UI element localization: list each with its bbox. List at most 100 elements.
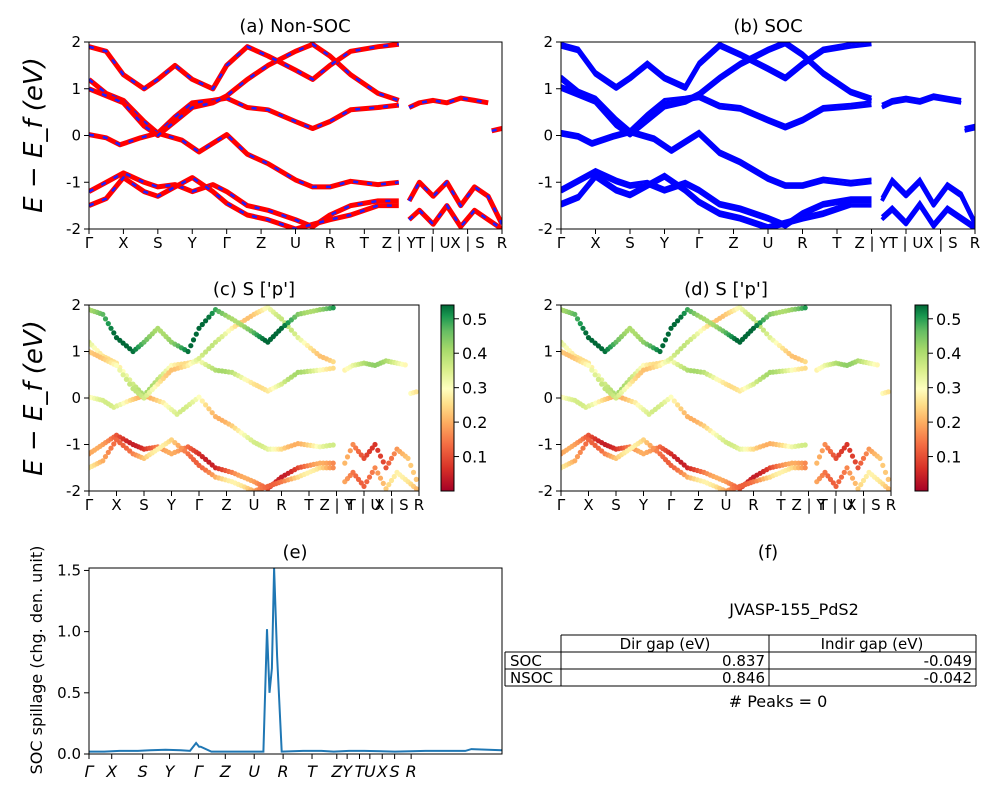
projection-point (105, 449, 111, 455)
panel-d-ytick-label: -2 (538, 482, 553, 500)
projection-point (123, 376, 129, 382)
projection-point (344, 454, 351, 460)
projection-point (855, 465, 861, 471)
panel-e-ylabel: SOC spillage (chg. den. unit) (27, 546, 46, 775)
panel-a-xtick-label: R (497, 234, 507, 252)
panel-d-points (561, 305, 891, 491)
projection-point (330, 359, 336, 365)
projection-point (885, 476, 891, 482)
panel-a-xtick-label: T | U (415, 234, 451, 252)
panel-b-title: (b) SOC (733, 16, 802, 37)
panel-e-xtick-label: S (390, 762, 400, 781)
panel-b-xtick-label: S (625, 234, 635, 252)
projection-point (836, 479, 842, 485)
table-cell: -0.042 (924, 669, 972, 687)
panel-d-title: (d) S ['p'] (684, 279, 768, 300)
projection-point (383, 465, 389, 471)
projection-point (342, 460, 348, 466)
panel-a-xtick-label: Z (256, 234, 266, 252)
projection-point (372, 465, 378, 471)
projection-point (660, 343, 666, 349)
panel-a-xtick-label: R (325, 234, 335, 252)
projection-point (330, 305, 336, 311)
projection-point (388, 477, 395, 484)
projection-point (364, 452, 370, 458)
nonsoc-band-dash (408, 180, 502, 225)
projection-point (350, 469, 356, 475)
nonsoc-band-dash (491, 127, 502, 133)
soc-band-line-split (964, 123, 975, 130)
projection-point (413, 389, 419, 395)
panel-d-ytick-label: -1 (538, 436, 553, 454)
projection-point (388, 455, 395, 461)
panel-c-xtick-label: Z (221, 496, 231, 514)
projection-point (678, 406, 684, 412)
colorbar-tick-label: 0.4 (462, 344, 487, 363)
panel-d-xtick-label: X (583, 496, 593, 514)
projection-point (405, 455, 411, 461)
projection-point (190, 337, 197, 343)
panel-d-xtick-label: Γ (667, 496, 676, 514)
projection-point (375, 447, 381, 453)
projection-point (836, 452, 842, 458)
panel-e-spillage-plot: 0.00.51.01.5Γ X S Y Γ Z U R T Z Y T U X S R (57, 561, 503, 781)
panel-b-xtick-label: Z | Y (854, 234, 889, 252)
projection-point (292, 331, 298, 337)
panel-f-title: (f) (758, 542, 778, 563)
projection-point (366, 474, 373, 480)
panel-c-xtick-label: R (414, 496, 424, 514)
soc-band-line-split (561, 42, 872, 88)
soc-band-line (561, 170, 872, 229)
panel-c-ytick-label: 0 (71, 389, 81, 407)
projection-point (668, 394, 674, 400)
panel-c-xtick-label: T (303, 496, 314, 514)
panel-e-xtick-label: R (406, 762, 417, 781)
panel-b-bands (561, 42, 975, 229)
panel-e-ytick-label: 0.5 (57, 684, 81, 702)
projection-point (108, 325, 114, 331)
panel-a-bands (89, 42, 502, 229)
projection-point (662, 337, 669, 343)
projection-point (863, 451, 869, 457)
panel-c-title: (c) S ['p'] (213, 279, 295, 300)
projection-point (100, 311, 106, 317)
panel-e-xtick-label: Y (165, 762, 176, 781)
panel-e-xtick-label: U (248, 762, 260, 781)
panel-b-xtick-label: U (763, 234, 774, 252)
projection-point (802, 359, 808, 365)
projection-point (822, 441, 828, 448)
projection-point (841, 469, 847, 475)
panel-e-xtick-label: Z (330, 762, 343, 781)
projection-point (193, 331, 199, 337)
panel-d-xtick-label: Z | Y (791, 496, 826, 514)
projection-point (408, 462, 414, 468)
projection-point (877, 455, 883, 461)
panel-c-xtick-label: T | U (346, 496, 382, 514)
nonsoc-band-dash (89, 42, 400, 138)
soc-band-line (964, 126, 975, 133)
panel-a-ytick-label: 1 (71, 80, 81, 98)
colorbar-tick-label: 0.4 (936, 344, 961, 363)
projection-point (858, 482, 864, 488)
projection-point (199, 321, 205, 328)
nonsoc-band-line (408, 95, 489, 110)
projection-point (372, 441, 378, 448)
projection-point (681, 310, 687, 316)
projection-point (657, 348, 663, 355)
colorbar-tick-label: 0.3 (936, 379, 961, 398)
panel-e-ytick-label: 1.0 (57, 623, 81, 641)
projection-point (120, 372, 126, 378)
table-title: JVASP-155_PdS2 (728, 600, 859, 620)
projection-point (278, 316, 285, 322)
projection-point (863, 473, 869, 480)
projection-point (577, 321, 583, 327)
soc-band-line-split (561, 128, 872, 186)
panel-a-xtick-label: X (118, 234, 128, 252)
panel-a-ytick-label: -1 (66, 173, 81, 191)
projection-point (844, 441, 850, 448)
projection-point (386, 460, 392, 466)
projection-point (410, 469, 417, 475)
panel-a-xtick-label: U (290, 234, 301, 252)
panel-d-xtick-label: T (775, 496, 786, 514)
